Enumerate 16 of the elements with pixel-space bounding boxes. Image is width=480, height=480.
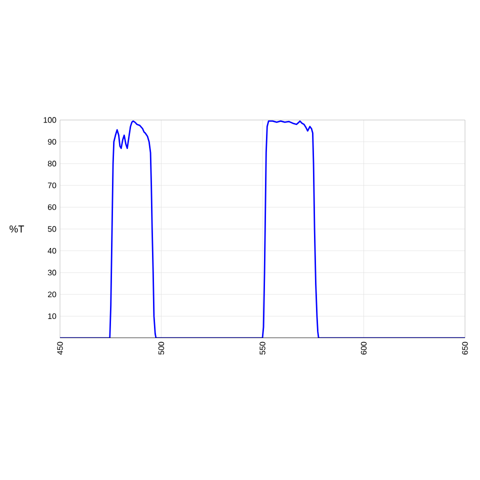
- y-tick-label: 40: [48, 248, 56, 254]
- y-tick-label: 50: [48, 226, 56, 232]
- y-tick-label: 10: [48, 313, 56, 320]
- y-tick-label: 20: [48, 292, 56, 298]
- y-tick-label: 90: [48, 138, 56, 145]
- y-tick-label: 60: [48, 204, 56, 210]
- y-tick-label: 80: [48, 160, 56, 166]
- x-tick-label: 600: [360, 342, 367, 354]
- x-tick-label: 500: [158, 342, 164, 355]
- x-tick-label: 450: [57, 342, 63, 355]
- y-axis-title: %T: [10, 225, 24, 232]
- y-tick-label: 100: [44, 117, 56, 123]
- x-tick-label: 650: [462, 342, 468, 354]
- x-tick-label: 550: [260, 342, 266, 355]
- y-tick-label: 70: [48, 182, 56, 188]
- y-tick-label: 30: [48, 270, 56, 276]
